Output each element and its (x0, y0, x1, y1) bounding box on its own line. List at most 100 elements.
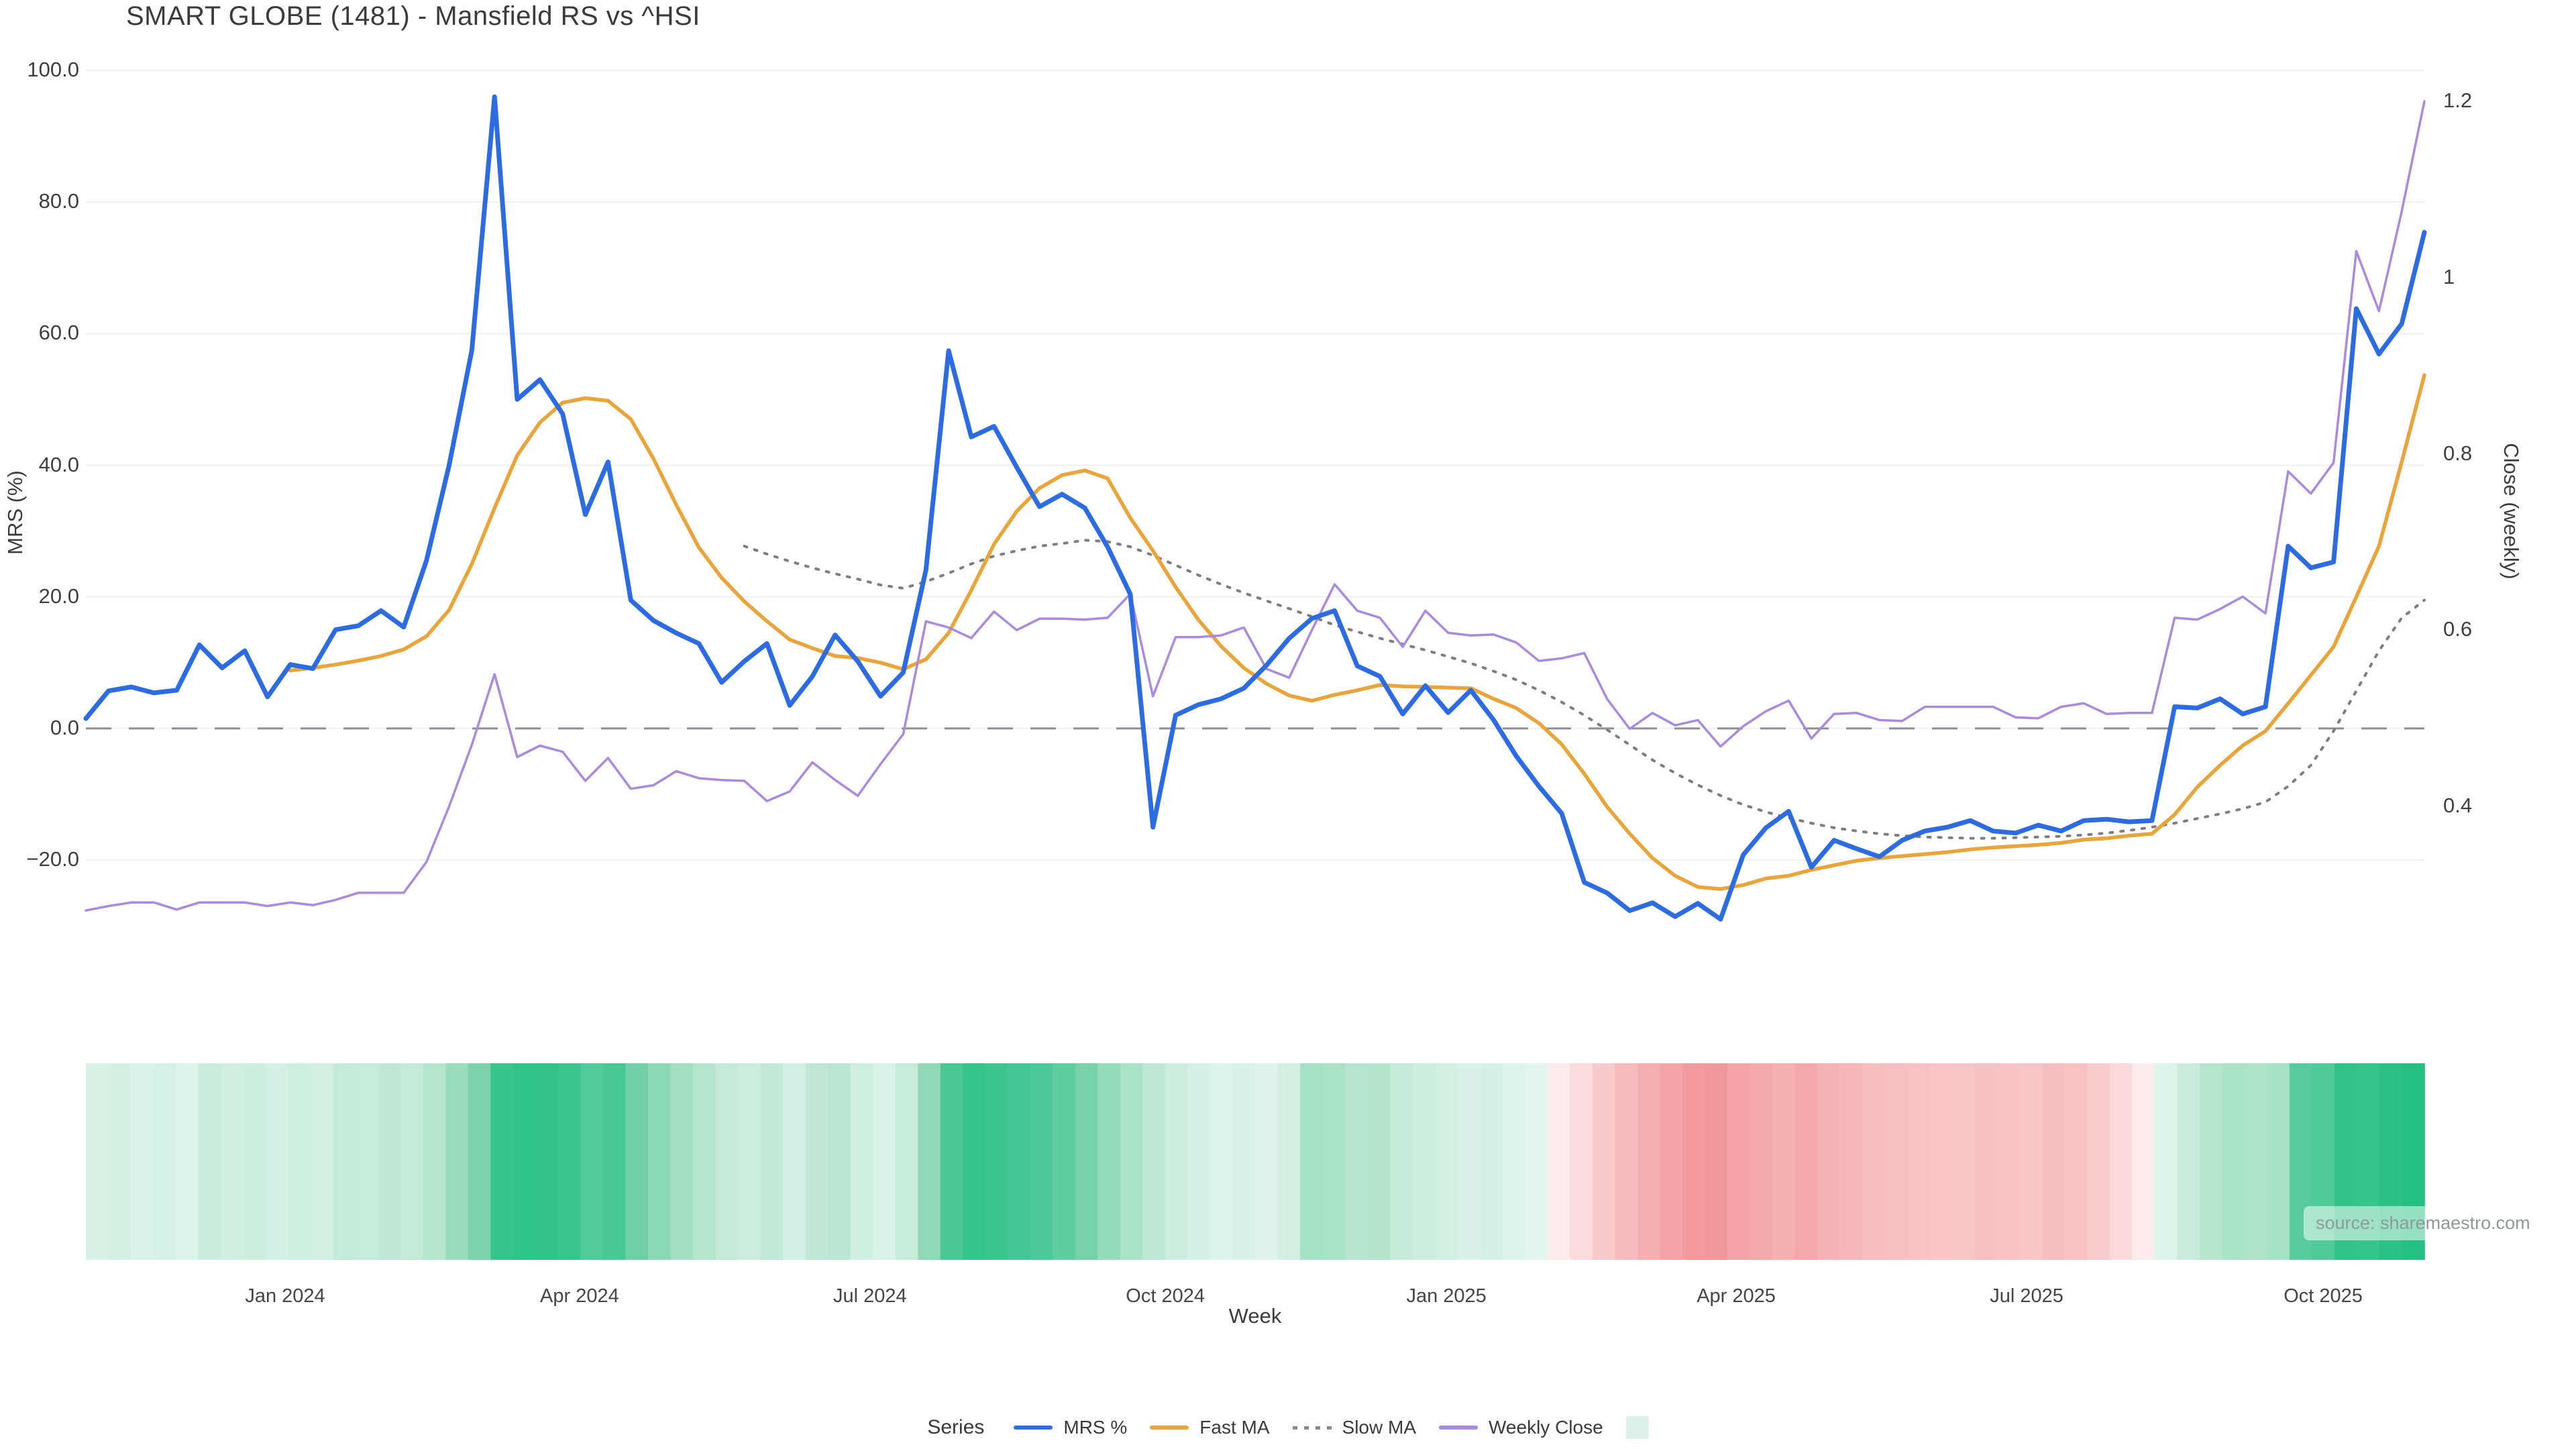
heatmap-cell (468, 1063, 492, 1260)
heatmap-cell (1794, 1063, 1818, 1260)
heatmap-cell (602, 1063, 627, 1260)
heatmap-cell (311, 1063, 334, 1260)
heatmap-cell (400, 1063, 424, 1260)
heatmap-cell (2177, 1063, 2200, 1260)
legend: Series MRS % Fast MA Slow MA Weekly Close (0, 1411, 2576, 1444)
heatmap-cell (1615, 1063, 1638, 1260)
heatmap-cell (333, 1063, 357, 1260)
heatmap-cell (86, 1063, 109, 1260)
heatmap-cell (783, 1063, 806, 1260)
heatmap-cell (131, 1063, 154, 1260)
heatmap-cell (1974, 1063, 1998, 1260)
heatmap-cell (940, 1063, 964, 1260)
heatmap-cell (176, 1063, 199, 1260)
heatmap-cell (1457, 1063, 1481, 1260)
left-tick-label: 0.0 (50, 715, 79, 739)
heatmap-cell (1412, 1063, 1436, 1260)
heatmap-cell (1929, 1063, 1953, 1260)
source-note: source: sharemaestro.com (2304, 1206, 2542, 1240)
heatmap-cell (266, 1063, 289, 1260)
heatmap-cell (2132, 1063, 2155, 1260)
heatmap-cell (221, 1063, 244, 1260)
right-tick-label: 0.8 (2443, 441, 2473, 465)
heatmap-cell (1165, 1063, 1189, 1260)
heatmap-cell (1277, 1063, 1301, 1260)
heatmap-cell (2042, 1063, 2065, 1260)
heatmap-cell (1817, 1063, 1841, 1260)
heatmap-cell (1480, 1063, 1503, 1260)
heatmap-cell (1435, 1063, 1458, 1260)
heatmap-cell (1053, 1063, 1076, 1260)
right-tick-label: 1 (2443, 264, 2455, 288)
legend-swatch (1439, 1426, 1478, 1430)
legend-swatch (1625, 1416, 1649, 1439)
heatmap-cell (1907, 1063, 1931, 1260)
heatmap-cell (2222, 1063, 2245, 1260)
heatmap-cell (445, 1063, 469, 1260)
heatmap-cell (2087, 1063, 2110, 1260)
left-tick-label: 40.0 (38, 452, 79, 476)
heatmap-cell (108, 1063, 131, 1260)
heatmap-cell (1839, 1063, 1863, 1260)
legend-swatch (1292, 1426, 1332, 1430)
heatmap-cell (153, 1063, 176, 1260)
x-tick-label: Apr 2024 (540, 1285, 619, 1307)
legend-title: Series (927, 1416, 985, 1438)
heatmap-cell (1570, 1063, 1593, 1260)
heatmap-cell (1255, 1063, 1279, 1260)
heatmap-cell (1232, 1063, 1256, 1260)
heatmap-cell (1322, 1063, 1346, 1260)
heatmap-cell (2154, 1063, 2178, 1260)
heatmap-cell (1682, 1063, 1706, 1260)
legend-items: MRS % Fast MA Slow MA Weekly Close (1014, 1416, 1649, 1439)
heatmap-cell (1030, 1063, 1054, 1260)
right-tick-label: 0.4 (2443, 794, 2473, 818)
heatmap-cell (1750, 1063, 1773, 1260)
heatmap-cell (1862, 1063, 1886, 1260)
legend-item-slow-ma: Slow MA (1292, 1417, 1416, 1438)
x-tick-label: Oct 2025 (2284, 1285, 2363, 1307)
heatmap-cell (2019, 1063, 2043, 1260)
heatmap-cell (873, 1063, 896, 1260)
left-tick-label: 20.0 (38, 584, 79, 608)
heatmap-cell (356, 1063, 379, 1260)
heatmap-cell (490, 1063, 514, 1260)
heatmap-cell (2267, 1063, 2290, 1260)
series-slow-ma (743, 539, 2426, 840)
x-tick-label: Oct 2024 (1126, 1285, 1205, 1307)
left-tick-label: 100.0 (27, 58, 79, 81)
x-tick-label: Jul 2025 (1990, 1285, 2063, 1307)
series-fast-ma (288, 373, 2426, 891)
heatmap-cell (1097, 1063, 1121, 1260)
heatmap-cell (963, 1063, 986, 1260)
heatmap-cell (1727, 1063, 1751, 1260)
x-tick-label: Jan 2025 (1406, 1285, 1487, 1307)
heatmap-cell (1637, 1063, 1661, 1260)
chart-title: SMART GLOBE (1481) - Mansfield RS vs ^HS… (126, 1, 700, 31)
legend-item-label: Fast MA (1199, 1417, 1270, 1438)
x-tick-label: Jan 2024 (245, 1285, 325, 1307)
heatmap-cell (828, 1063, 851, 1260)
heatmap-cell (557, 1063, 582, 1260)
legend-swatch (1014, 1426, 1053, 1430)
heatmap-cell (805, 1063, 828, 1260)
legend-item-heatmap (1625, 1416, 1649, 1439)
right-tick-label: 0.6 (2443, 617, 2473, 641)
heatmap-cell (1142, 1063, 1166, 1260)
heatmap-cell (1008, 1063, 1031, 1260)
heatmap-cell (1525, 1063, 1548, 1260)
left-tick-label: 60.0 (38, 321, 79, 345)
heatmap-cell (760, 1063, 784, 1260)
heatmap-cell (1705, 1063, 1728, 1260)
heatmap-cell (1187, 1063, 1211, 1260)
heatmap-cell (850, 1063, 873, 1260)
legend-item-weekly-close: Weekly Close (1439, 1417, 1603, 1438)
legend-item-label: Slow MA (1342, 1417, 1416, 1438)
heatmap-cell (715, 1063, 739, 1260)
heatmap-cell (1075, 1063, 1099, 1260)
heatmap-cell (1772, 1063, 1796, 1260)
right-axis-title: Close (weekly) (2500, 443, 2523, 580)
